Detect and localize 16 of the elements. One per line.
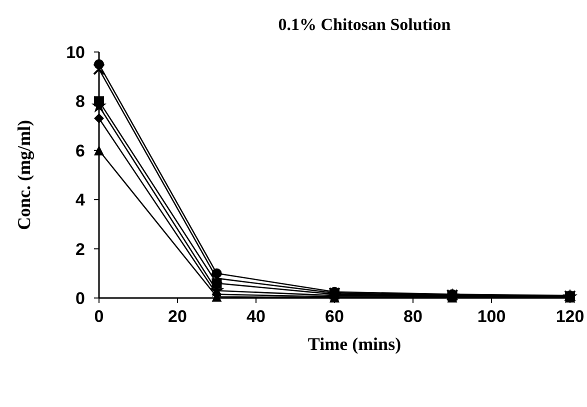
y-tick-label: 10 xyxy=(66,43,85,62)
y-tick-label: 2 xyxy=(76,240,85,259)
y-tick-label: 0 xyxy=(76,289,85,308)
x-tick-label: 40 xyxy=(246,307,266,326)
y-tick-label: 4 xyxy=(76,190,86,210)
x-axis-title: Time (mins) xyxy=(308,334,402,354)
y-tick-label: 8 xyxy=(76,92,85,112)
x-tick-label: 80 xyxy=(404,307,422,326)
y-tick-label: 6 xyxy=(76,141,85,160)
x-tick-label: 120 xyxy=(556,307,584,326)
x-tick-label: 0 xyxy=(94,307,104,326)
x-tick-label: 20 xyxy=(168,307,187,326)
x-tick-label: 60 xyxy=(325,307,344,326)
x-tick-label: 100 xyxy=(477,307,506,326)
y-axis-title: Conc. (mg/ml) xyxy=(14,120,34,230)
chart-title: 0.1% Chitosan Solution xyxy=(278,15,452,34)
